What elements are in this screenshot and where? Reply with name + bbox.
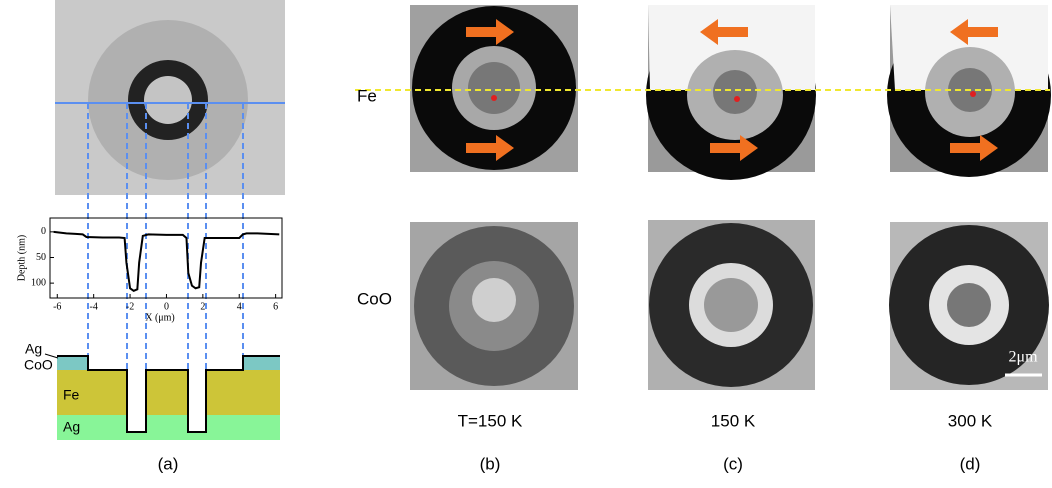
layer-label: Ag	[25, 341, 42, 357]
temperature-label: T=150 K	[458, 411, 523, 430]
row-label: Fe	[357, 86, 377, 105]
x-tick-label: 0	[164, 301, 169, 312]
layer-label: Ag	[63, 419, 80, 435]
x-tick-label: -6	[53, 301, 61, 312]
temperature-label: 300 K	[948, 411, 993, 430]
y-tick-label: 0	[41, 226, 46, 237]
x-tick-label: 2	[200, 301, 205, 312]
x-tick-label: -4	[89, 301, 97, 312]
figure: -6 -4 -2 0 2 4 6 0 50 100 X (μm) Depth (nm) Ag Co…	[0, 0, 1052, 483]
row-label: CoO	[357, 289, 392, 308]
image-coo-b	[410, 222, 578, 390]
x-tick-label: 4	[237, 301, 242, 312]
panel-label: (d)	[960, 454, 981, 473]
layer-diagram	[45, 354, 280, 440]
layer-label: Fe	[63, 387, 80, 403]
layer-label: CoO	[24, 357, 53, 373]
x-tick-label: 6	[273, 301, 278, 312]
y-tick-label: 100	[31, 277, 46, 288]
y-tick-label: 50	[36, 252, 46, 263]
depth-profile: -6 -4 -2 0 2 4 6 0 50 100	[31, 226, 279, 312]
plot-frame	[50, 218, 282, 298]
panel-label: (b)	[480, 454, 501, 473]
scale-bar-label: 2μm	[1008, 349, 1038, 366]
panel-label: (a)	[158, 454, 179, 473]
photo-a	[55, 0, 285, 195]
y-axis-label: Depth (nm)	[16, 235, 27, 281]
x-tick-label: -2	[126, 301, 134, 312]
image-coo-c	[648, 220, 815, 390]
profile-line	[54, 232, 280, 291]
panel-label: (c)	[723, 454, 743, 473]
x-axis-label: X (μm)	[145, 312, 175, 323]
temperature-label: 150 K	[711, 411, 756, 430]
